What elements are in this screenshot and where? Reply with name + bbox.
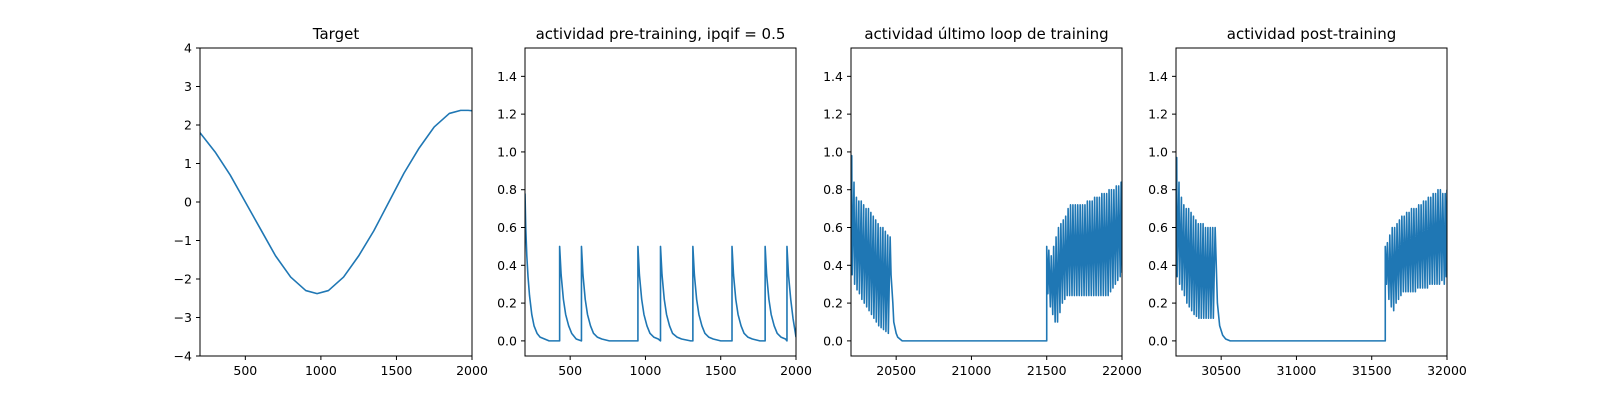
y-tick-label: 1.4 bbox=[823, 69, 843, 84]
y-tick-label: 1.2 bbox=[1148, 107, 1168, 122]
y-tick-label: 0.6 bbox=[497, 220, 517, 235]
y-tick-label: 1.2 bbox=[497, 107, 517, 122]
x-tick-label: 1500 bbox=[705, 363, 737, 378]
y-tick-label: 0.0 bbox=[823, 333, 843, 348]
y-tick-label: 2 bbox=[184, 118, 192, 133]
y-tick-label: 0.2 bbox=[823, 296, 843, 311]
x-tick-label: 32000 bbox=[1427, 363, 1467, 378]
x-tick-label: 500 bbox=[558, 363, 582, 378]
plot-frame bbox=[1175, 47, 1448, 357]
y-tick-label: 0.4 bbox=[823, 258, 843, 273]
y-tick-label: 1.4 bbox=[497, 69, 517, 84]
series-line bbox=[200, 109, 472, 295]
y-tick-label: 0.2 bbox=[497, 296, 517, 311]
x-tick-label: 1500 bbox=[381, 363, 413, 378]
x-tick-label: 21500 bbox=[1027, 363, 1067, 378]
series-line bbox=[851, 154, 1122, 342]
x-tick-label: 31000 bbox=[1277, 363, 1317, 378]
y-tick-label: 1.2 bbox=[823, 107, 843, 122]
y-tick-label: −1 bbox=[174, 233, 192, 248]
y-tick-label: 3 bbox=[184, 79, 192, 94]
y-tick-label: 1 bbox=[184, 156, 192, 171]
y-tick-label: 0.8 bbox=[497, 182, 517, 197]
y-tick-label: 0.0 bbox=[1148, 333, 1168, 348]
panel-title: actividad pre-training, ipqif = 0.5 bbox=[536, 25, 786, 43]
panel-title: Target bbox=[312, 25, 360, 43]
plot-frame bbox=[524, 47, 797, 357]
y-tick-label: 0.0 bbox=[497, 333, 517, 348]
x-tick-label: 2000 bbox=[780, 363, 812, 378]
y-tick-label: −2 bbox=[174, 272, 192, 287]
y-tick-label: 1.0 bbox=[823, 144, 843, 159]
x-tick-label: 22000 bbox=[1102, 363, 1142, 378]
y-tick-label: 0.4 bbox=[497, 258, 517, 273]
plot-frame bbox=[850, 47, 1123, 357]
x-tick-label: 30500 bbox=[1201, 363, 1241, 378]
x-tick-label: 2000 bbox=[456, 363, 488, 378]
y-tick-label: 0.6 bbox=[823, 220, 843, 235]
y-tick-label: 0.8 bbox=[1148, 182, 1168, 197]
y-tick-label: 1.4 bbox=[1148, 69, 1168, 84]
panel-title: actividad post-training bbox=[1227, 25, 1396, 43]
y-tick-label: 0.4 bbox=[1148, 258, 1168, 273]
x-tick-label: 31500 bbox=[1352, 363, 1392, 378]
y-tick-label: 0.2 bbox=[1148, 296, 1168, 311]
y-tick-label: 1.0 bbox=[1148, 144, 1168, 159]
y-tick-label: 1.0 bbox=[497, 144, 517, 159]
series-line bbox=[1176, 156, 1447, 342]
y-tick-label: −4 bbox=[174, 349, 192, 364]
y-tick-label: −3 bbox=[174, 310, 192, 325]
panel-post-training: actividad post-training 30500 31000 31500 3… bbox=[1148, 25, 1467, 378]
panel-title: actividad último loop de training bbox=[864, 25, 1108, 43]
x-tick-label: 20500 bbox=[876, 363, 916, 378]
y-tick-label: 0 bbox=[184, 195, 192, 210]
panel-pre-training: actividad pre-training, ipqif = 0.5 500 1… bbox=[497, 25, 812, 378]
y-tick-label: 0.8 bbox=[823, 182, 843, 197]
x-tick-label: 1000 bbox=[630, 363, 662, 378]
x-tick-label: 1000 bbox=[305, 363, 337, 378]
y-tick-label: 4 bbox=[184, 41, 192, 56]
y-tick-label: 0.6 bbox=[1148, 220, 1168, 235]
x-tick-label: 500 bbox=[233, 363, 257, 378]
panel-last-training-loop: actividad último loop de training 20500 2… bbox=[823, 25, 1142, 378]
panel-target: Target 500 1000 1500 2000 −4 −3 −2 −1 0 1 2 3 4 bbox=[174, 25, 488, 378]
series-line bbox=[525, 193, 796, 342]
x-tick-label: 21000 bbox=[952, 363, 992, 378]
